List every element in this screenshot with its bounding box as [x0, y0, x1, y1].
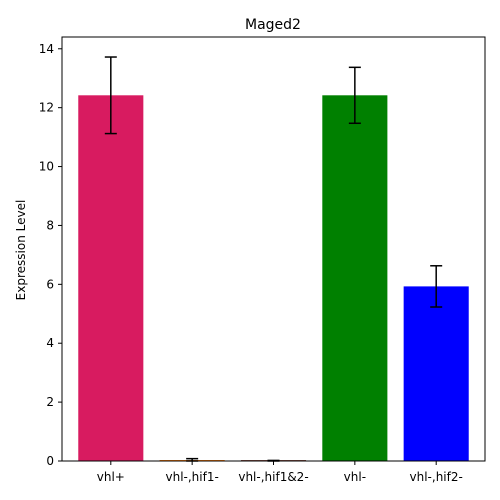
y-tick-label-0: 0 [46, 454, 54, 468]
y-axis-label: Expression Level [14, 200, 28, 301]
x-tick-label-2: vhl-,hif1&2- [238, 470, 308, 484]
error-bars-group [104, 56, 443, 462]
x-tick-label-3: vhl- [344, 470, 366, 484]
x-tick-label-4: vhl-,hif2- [410, 470, 463, 484]
y-tick-label-3: 6 [46, 277, 54, 291]
x-tick-label-0: vhl+ [97, 470, 125, 484]
y-tick-label-5: 10 [39, 160, 54, 174]
plot-frame [61, 36, 486, 462]
chart-title: Maged2 [245, 17, 301, 33]
y-tick-label-6: 12 [39, 101, 54, 115]
y-tick-label-1: 2 [46, 395, 54, 409]
bar-0 [78, 95, 144, 462]
y-tick-label-7: 14 [39, 42, 54, 56]
bar-4 [403, 286, 469, 461]
bars-group [78, 95, 469, 462]
y-tick-label-2: 4 [46, 336, 54, 350]
y-tick-label-4: 8 [46, 218, 54, 232]
x-tick-label-1: vhl-,hif1- [165, 470, 218, 484]
y-axis: 0 2 4 6 8 10 12 14 [39, 42, 62, 468]
x-axis: vhl+ vhl-,hif1- vhl-,hif1&2- vhl-vhl-,hif2- [97, 461, 463, 484]
bar-3 [322, 95, 388, 462]
